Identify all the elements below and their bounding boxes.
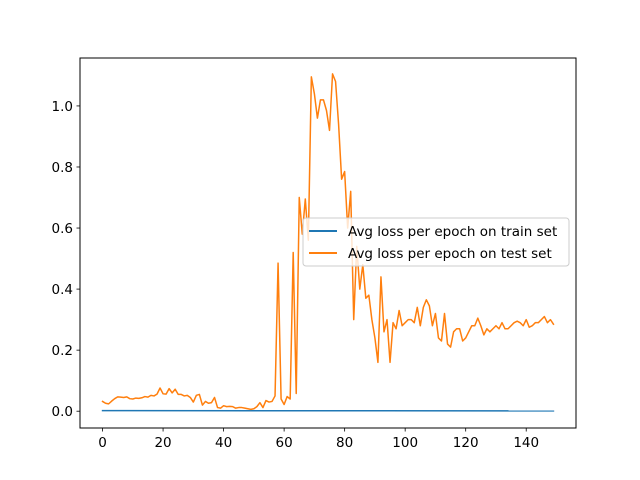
x-tick-label: 100 <box>392 435 418 451</box>
y-tick-label: 0.4 <box>52 282 73 298</box>
x-tick-label: 120 <box>453 435 479 451</box>
y-tick-label: 0.0 <box>52 404 73 420</box>
y-tick-label: 0.8 <box>52 160 73 176</box>
legend: Avg loss per epoch on train set Avg loss… <box>302 217 570 267</box>
x-tick-label: 80 <box>336 435 353 451</box>
series-layer <box>101 73 555 412</box>
x-tick-label: 0 <box>98 435 107 451</box>
x-tick-label: 60 <box>276 435 293 451</box>
axes-frame <box>79 57 577 429</box>
series-line-test <box>101 73 555 411</box>
ticks-layer: 0 20 40 60 80 100 120 140 0.0 0.2 0.4 0.6 0.8 1.0 <box>52 99 540 451</box>
legend-label-test: Avg loss per epoch on test set <box>348 246 552 262</box>
y-tick-label: 0.6 <box>52 221 73 237</box>
x-tick-label: 40 <box>215 435 232 451</box>
x-tick-label: 20 <box>154 435 171 451</box>
legend-box <box>302 217 570 267</box>
y-tick-label: 0.2 <box>52 343 73 359</box>
x-tick-label: 140 <box>513 435 539 451</box>
legend-label-train: Avg loss per epoch on train set <box>348 224 557 240</box>
y-tick-label: 1.0 <box>52 99 73 115</box>
axes-layer <box>79 57 577 429</box>
